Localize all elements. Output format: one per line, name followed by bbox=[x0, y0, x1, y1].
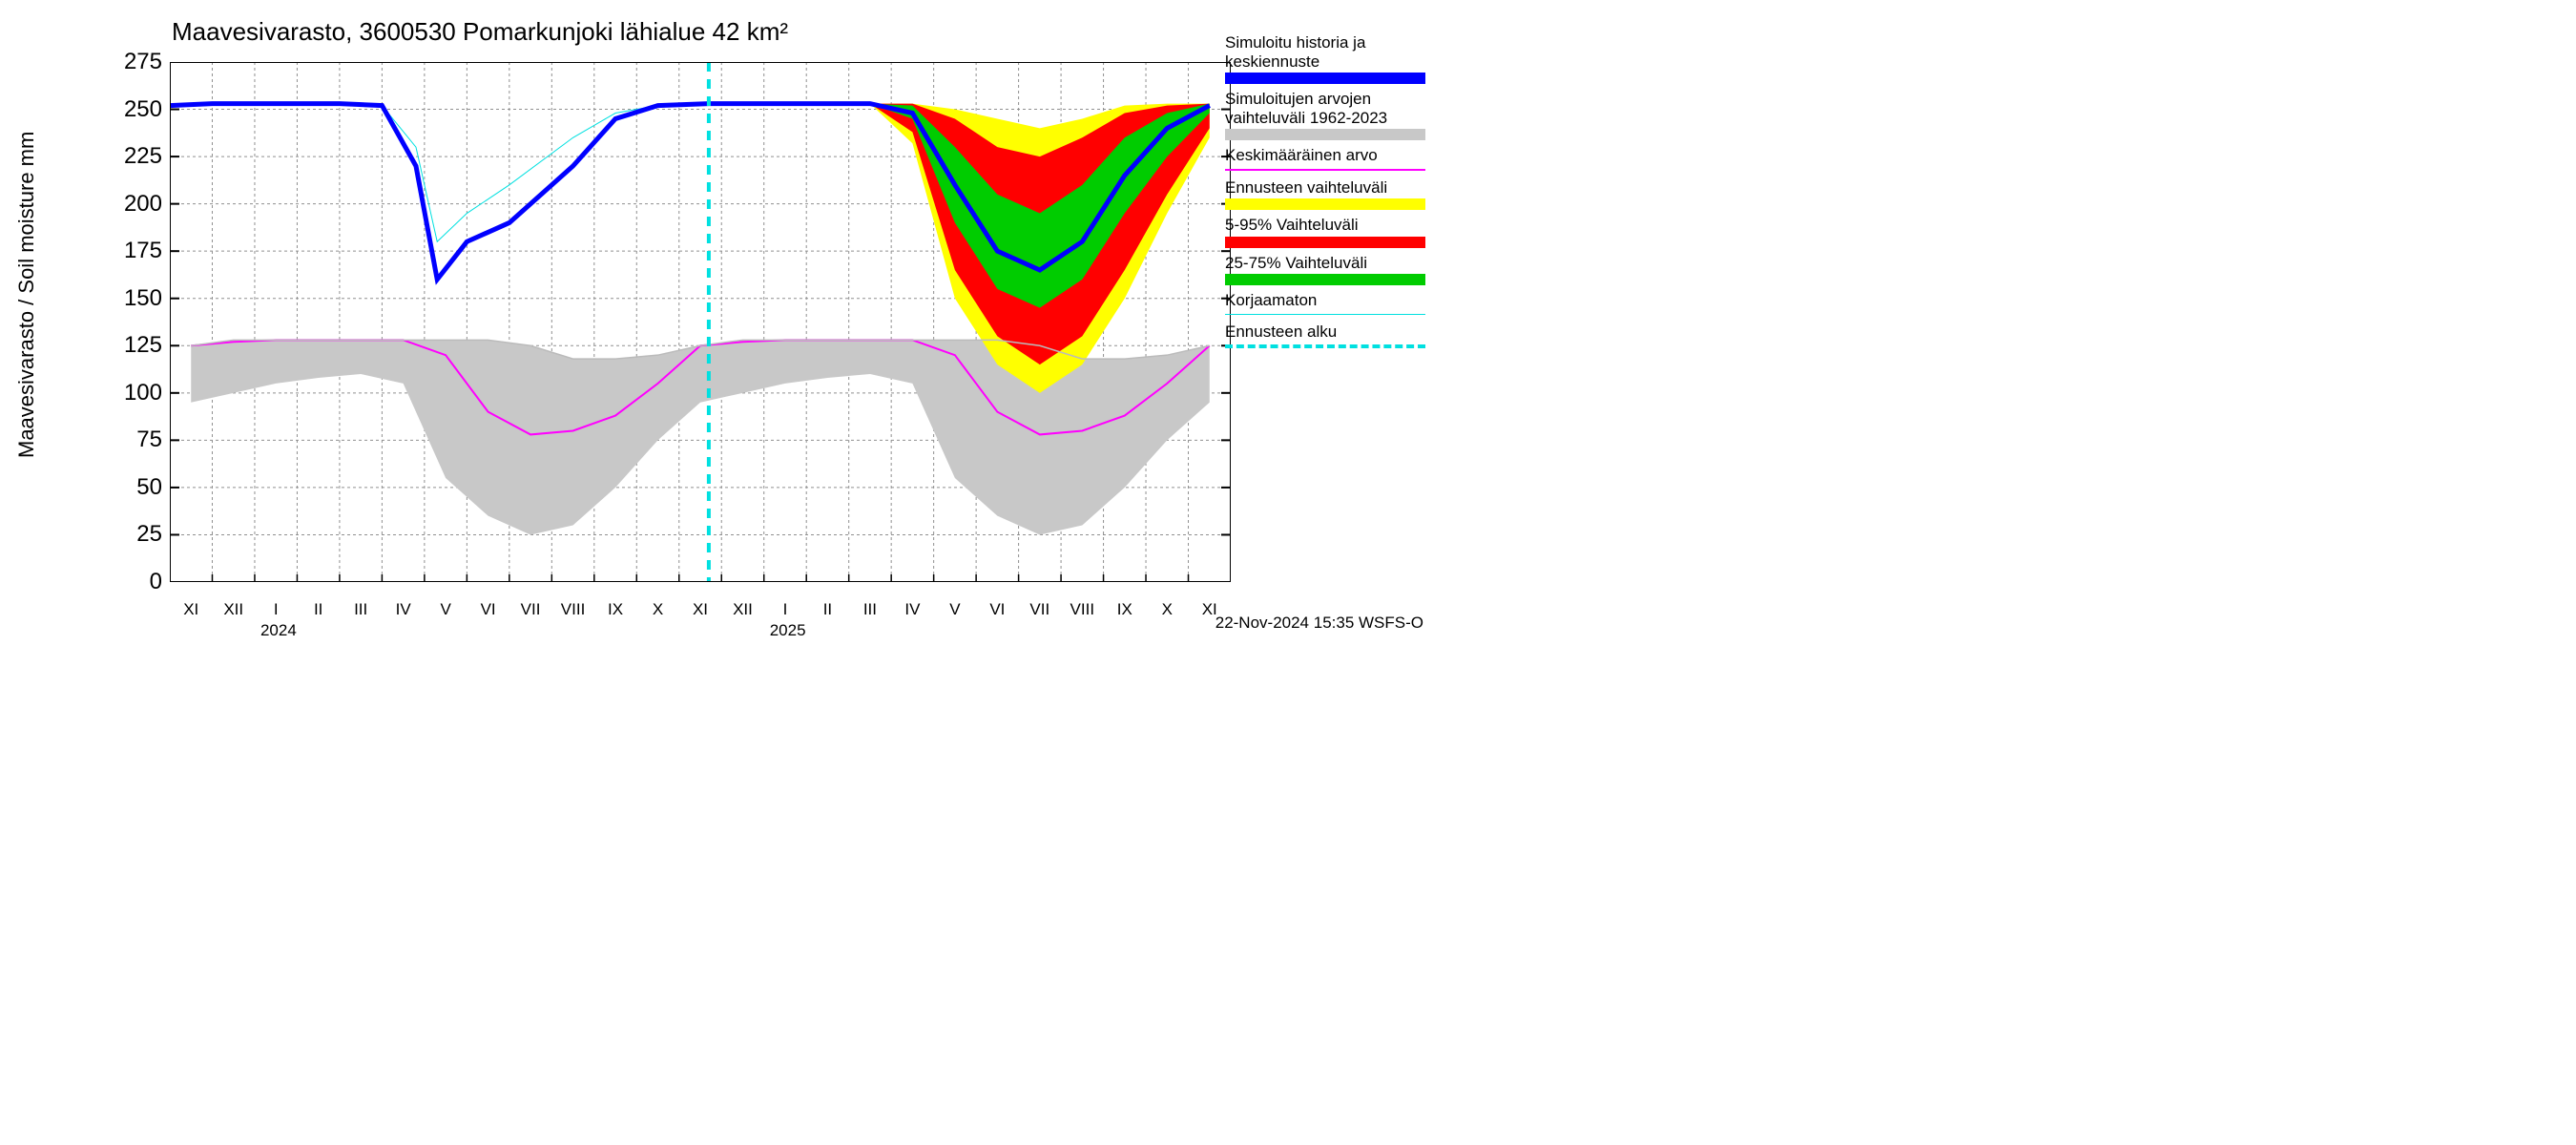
y-tick-label: 225 bbox=[124, 143, 162, 170]
legend-text: Korjaamaton bbox=[1225, 291, 1425, 310]
chart-title: Maavesivarasto, 3600530 Pomarkunjoki läh… bbox=[172, 17, 788, 47]
x-tick-label: II bbox=[314, 600, 322, 619]
legend-swatch bbox=[1225, 274, 1425, 285]
timestamp: 22-Nov-2024 15:35 WSFS-O bbox=[1215, 614, 1423, 633]
x-tick-label: IX bbox=[1117, 600, 1132, 619]
x-tick-label: IV bbox=[396, 600, 411, 619]
legend-item: Korjaamaton bbox=[1225, 291, 1425, 315]
legend-swatch bbox=[1225, 198, 1425, 210]
plot-svg bbox=[170, 62, 1231, 582]
y-axis-label: Maavesivarasto / Soil moisture mm bbox=[14, 132, 39, 458]
y-tick-label: 25 bbox=[136, 521, 162, 548]
x-tick-label: III bbox=[863, 600, 877, 619]
x-tick-label: II bbox=[823, 600, 832, 619]
legend-text: Keskimääräinen arvo bbox=[1225, 146, 1425, 165]
legend-text: Simuloitujen arvojen vaihteluväli 1962-2… bbox=[1225, 90, 1425, 127]
legend: Simuloitu historia ja keskiennuste Simulo… bbox=[1225, 33, 1425, 356]
legend-text: 5-95% Vaihteluväli bbox=[1225, 216, 1425, 235]
year-label: 2025 bbox=[770, 621, 806, 640]
x-tick-label: X bbox=[653, 600, 663, 619]
legend-swatch bbox=[1225, 169, 1425, 171]
legend-swatch bbox=[1225, 73, 1425, 84]
x-tick-label: XII bbox=[733, 600, 753, 619]
y-tick-label: 100 bbox=[124, 380, 162, 406]
x-tick-label: I bbox=[274, 600, 279, 619]
legend-item: 5-95% Vaihteluväli bbox=[1225, 216, 1425, 248]
x-tick-label: IX bbox=[608, 600, 623, 619]
x-tick-label: VI bbox=[989, 600, 1005, 619]
x-tick-label: X bbox=[1162, 600, 1173, 619]
legend-item: 25-75% Vaihteluväli bbox=[1225, 254, 1425, 286]
legend-item: Simuloitujen arvojen vaihteluväli 1962-2… bbox=[1225, 90, 1425, 140]
legend-item: Simuloitu historia ja keskiennuste bbox=[1225, 33, 1425, 84]
x-tick-label: XII bbox=[223, 600, 243, 619]
x-tick-label: V bbox=[440, 600, 450, 619]
legend-swatch bbox=[1225, 129, 1425, 140]
y-tick-label: 50 bbox=[136, 474, 162, 501]
y-tick-label: 125 bbox=[124, 332, 162, 359]
legend-text: 25-75% Vaihteluväli bbox=[1225, 254, 1425, 273]
soil-moisture-chart: Maavesivarasto, 3600530 Pomarkunjoki läh… bbox=[0, 0, 1431, 636]
x-tick-label: VI bbox=[481, 600, 496, 619]
year-label: 2024 bbox=[260, 621, 297, 640]
x-tick-label: III bbox=[354, 600, 367, 619]
x-tick-label: VII bbox=[521, 600, 541, 619]
y-tick-label: 200 bbox=[124, 191, 162, 218]
y-tick-label: 275 bbox=[124, 49, 162, 75]
legend-item: Ennusteen vaihteluväli bbox=[1225, 178, 1425, 211]
x-tick-label: VII bbox=[1029, 600, 1049, 619]
legend-text: Simuloitu historia ja keskiennuste bbox=[1225, 33, 1425, 71]
x-tick-label: IV bbox=[904, 600, 920, 619]
x-tick-label: V bbox=[949, 600, 960, 619]
x-tick-label: I bbox=[783, 600, 788, 619]
legend-swatch bbox=[1225, 314, 1425, 315]
y-tick-label: 0 bbox=[150, 569, 162, 595]
x-tick-label: VIII bbox=[561, 600, 586, 619]
legend-item: Ennusteen alku bbox=[1225, 323, 1425, 349]
y-tick-label: 75 bbox=[136, 427, 162, 453]
legend-text: Ennusteen vaihteluväli bbox=[1225, 178, 1425, 198]
legend-item: Keskimääräinen arvo bbox=[1225, 146, 1425, 171]
y-tick-label: 250 bbox=[124, 96, 162, 123]
y-tick-label: 150 bbox=[124, 285, 162, 312]
y-tick-label: 175 bbox=[124, 238, 162, 264]
legend-swatch bbox=[1225, 237, 1425, 248]
x-tick-label: XI bbox=[183, 600, 198, 619]
x-tick-label: VIII bbox=[1070, 600, 1095, 619]
legend-swatch bbox=[1225, 344, 1425, 348]
legend-text: Ennusteen alku bbox=[1225, 323, 1425, 342]
x-tick-label: XI bbox=[693, 600, 708, 619]
